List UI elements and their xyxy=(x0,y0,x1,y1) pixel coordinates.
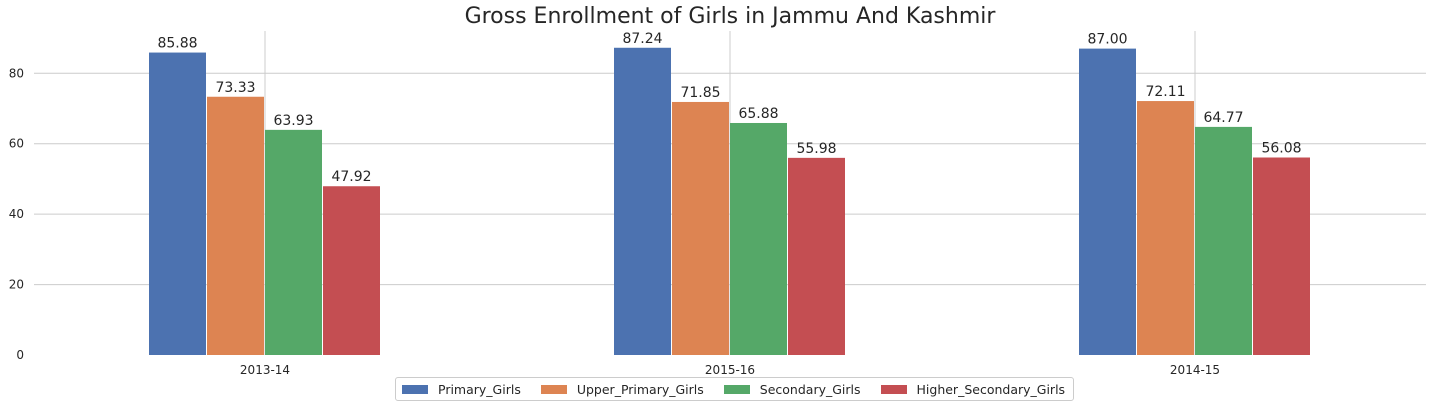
bar-data-label: 56.08 xyxy=(1261,141,1301,157)
legend-swatch xyxy=(402,384,428,394)
bar-data-label: 63.93 xyxy=(273,113,313,129)
legend: Primary_Girls Upper_Primary_Girls Secondar… xyxy=(395,377,1075,401)
bar xyxy=(207,96,264,356)
bar xyxy=(614,47,671,355)
y-tick-label: 80 xyxy=(9,66,24,80)
legend-label: Primary_Girls xyxy=(438,381,521,397)
bar xyxy=(1253,157,1310,355)
y-axis-ticks: 0 20 40 60 80 xyxy=(9,66,24,362)
legend-label: Higher_Secondary_Girls xyxy=(916,381,1066,397)
bar xyxy=(149,52,206,356)
legend-item: Primary_Girls xyxy=(402,382,521,397)
y-tick-label: 0 xyxy=(16,348,24,362)
y-tick-label: 60 xyxy=(9,137,24,151)
bar-data-label: 87.24 xyxy=(622,31,662,47)
x-tick-label: 2015-16 xyxy=(705,363,755,377)
bar xyxy=(1079,48,1136,355)
legend-item: Secondary_Girls xyxy=(723,381,861,397)
bar-data-label: 87.00 xyxy=(1087,32,1127,48)
x-tick-label: 2013-14 xyxy=(240,363,290,377)
bar-data-label: 72.11 xyxy=(1145,84,1185,100)
bar xyxy=(730,122,787,355)
legend-swatch xyxy=(723,384,750,394)
legend-swatch xyxy=(880,384,907,394)
x-tick-label: 2014-15 xyxy=(1170,363,1220,377)
legend-label: Upper_Primary_Girls xyxy=(576,381,704,397)
bar-data-label: 64.77 xyxy=(1203,110,1243,126)
bar-data-label: 65.88 xyxy=(738,106,778,122)
bar-data-label: 85.88 xyxy=(157,36,197,52)
legend-swatch xyxy=(540,384,567,394)
bar xyxy=(265,129,322,355)
bars xyxy=(149,47,1310,356)
bar xyxy=(323,186,380,355)
chart-title: Gross Enrollment of Girls in Jammu And K… xyxy=(465,4,997,29)
bar xyxy=(788,157,845,355)
x-axis-ticks: 2013-14 2015-16 2014-15 xyxy=(240,363,1220,377)
bar-data-label: 73.33 xyxy=(215,80,255,96)
bar-data-label: 55.98 xyxy=(796,141,836,157)
bar xyxy=(672,101,729,355)
bar-data-label: 71.85 xyxy=(680,85,720,101)
y-tick-label: 40 xyxy=(9,207,24,221)
bar xyxy=(1137,101,1194,355)
legend-item: Higher_Secondary_Girls xyxy=(880,381,1066,397)
legend-item: Upper_Primary_Girls xyxy=(540,381,704,397)
bar xyxy=(1195,126,1252,355)
data-labels: 85.88 73.33 63.93 47.92 87.24 71.85 65.88 55.98… xyxy=(157,31,1301,185)
y-tick-label: 20 xyxy=(9,278,24,292)
bar-data-label: 47.92 xyxy=(331,169,371,185)
legend-label: Secondary_Girls xyxy=(759,381,861,397)
